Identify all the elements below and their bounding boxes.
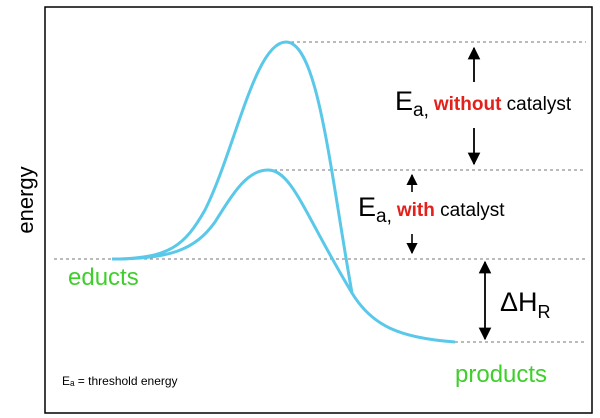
- ea-without-symbol: E: [395, 86, 413, 116]
- delta-h-symbol: ΔH: [500, 287, 538, 317]
- footnote-threshold-energy: Eₐ = threshold energy: [62, 374, 178, 388]
- delta-h-label: ΔHR: [500, 287, 551, 322]
- ea-with-emphasis: with: [396, 200, 435, 221]
- products-label: products: [455, 361, 547, 388]
- ea-without-subscript: a,: [413, 100, 429, 121]
- diagram-frame: [44, 6, 593, 414]
- ea-without-rest: catalyst: [501, 94, 571, 115]
- ea-with-symbol: E: [358, 192, 376, 222]
- educts-label: educts: [68, 264, 139, 291]
- y-axis-label: energy: [13, 166, 38, 233]
- ea-with-label: Ea, with catalyst: [358, 192, 505, 227]
- ea-with-subscript: a,: [376, 206, 392, 227]
- catalyzed-reaction-curve: [111, 168, 354, 294]
- ea-with-rest: catalyst: [435, 200, 505, 221]
- ea-without-emphasis: without: [433, 94, 502, 115]
- ea-without-label: Ea, without catalyst: [395, 86, 572, 121]
- uncatalyzed-reaction-curve: [111, 40, 456, 344]
- delta-h-subscript: R: [538, 302, 551, 322]
